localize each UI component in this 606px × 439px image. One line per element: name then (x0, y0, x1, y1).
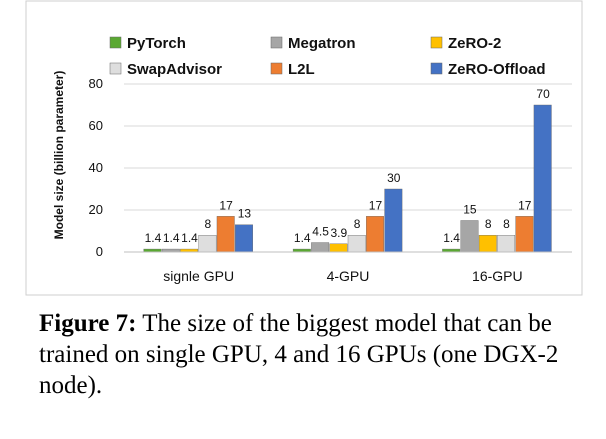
legend-swatch-megatron (270, 36, 283, 49)
data-label-zero-offload: 13 (238, 207, 252, 221)
x-axis: signle GPU 4-GPU 16-GPU (124, 251, 572, 284)
legend-label-zero-2: ZeRO-2 (448, 35, 501, 52)
bar-zero-offload (384, 188, 403, 253)
bar-l2l (366, 216, 384, 253)
x-tick-label: 4-GPU (327, 268, 370, 284)
data-label-pytorch: 1.4 (145, 231, 162, 245)
legend-swatch-l2l (270, 62, 283, 75)
data-label-l2l: 17 (369, 198, 383, 212)
caption-label: Figure 7: (39, 310, 137, 337)
legend-label-zero-offload: ZeRO-Offload (448, 61, 546, 78)
y-tick-label: 80 (89, 76, 103, 91)
chart-frame (25, 0, 583, 296)
data-label-swapadvisor: 8 (354, 217, 361, 231)
bar-megatron (460, 220, 479, 253)
y-tick-label: 40 (89, 160, 103, 175)
bar-l2l (216, 216, 235, 253)
legend-swatch-zero-offload (430, 62, 443, 75)
bar-swapadvisor (198, 234, 217, 253)
bar-zero-offload (533, 104, 552, 253)
legend-label-megatron: Megatron (288, 35, 356, 52)
bars (143, 104, 552, 253)
data-label-l2l: 17 (219, 198, 233, 212)
bar-l2l (515, 216, 534, 253)
data-label-zero-2: 1.4 (181, 231, 198, 245)
x-tick-label: signle GPU (163, 268, 234, 284)
legend: PyTorch Megatron ZeRO-2 SwapAdvisor L2L ZeRO-… (109, 35, 546, 78)
data-label-zero-offload: 70 (536, 87, 550, 101)
data-label-swapadvisor: 8 (503, 217, 510, 231)
bar-zero-2 (329, 243, 348, 253)
bar-swapadvisor (347, 234, 366, 253)
bar-megatron (311, 242, 330, 253)
data-label-pytorch: 1.4 (294, 231, 311, 245)
y-axis: 0 20 40 60 80 (89, 76, 103, 259)
y-tick-label: 60 (89, 118, 103, 133)
bar-swapadvisor (497, 234, 516, 253)
data-label-megatron: 4.5 (312, 225, 329, 239)
legend-label-swapadvisor: SwapAdvisor (127, 61, 222, 78)
data-label-megatron: 15 (463, 203, 477, 217)
figure-caption: Figure 7: The size of the biggest model … (39, 308, 599, 401)
data-label-pytorch: 1.4 (443, 231, 460, 245)
data-label-l2l: 17 (518, 198, 532, 212)
data-label-zero-2: 8 (485, 217, 492, 231)
data-label-swapadvisor: 8 (204, 217, 211, 231)
y-axis-label: Model size (billion parameter) (52, 71, 66, 240)
data-label-zero-2: 3.9 (331, 226, 348, 240)
legend-swatch-pytorch (109, 36, 122, 49)
caption-text: The size of the biggest model that can b… (39, 310, 559, 399)
bar-zero-2 (478, 234, 497, 253)
data-label-megatron: 1.4 (163, 231, 180, 245)
legend-swatch-swapadvisor (109, 62, 122, 75)
y-tick-label: 0 (96, 244, 103, 259)
legend-label-pytorch: PyTorch (127, 35, 186, 52)
legend-label-l2l: L2L (288, 61, 315, 78)
data-label-zero-offload: 30 (387, 171, 401, 185)
bar-zero-offload (235, 224, 253, 253)
y-tick-label: 20 (89, 202, 103, 217)
legend-swatch-zero-2 (430, 36, 443, 49)
x-tick-label: 16-GPU (472, 268, 523, 284)
